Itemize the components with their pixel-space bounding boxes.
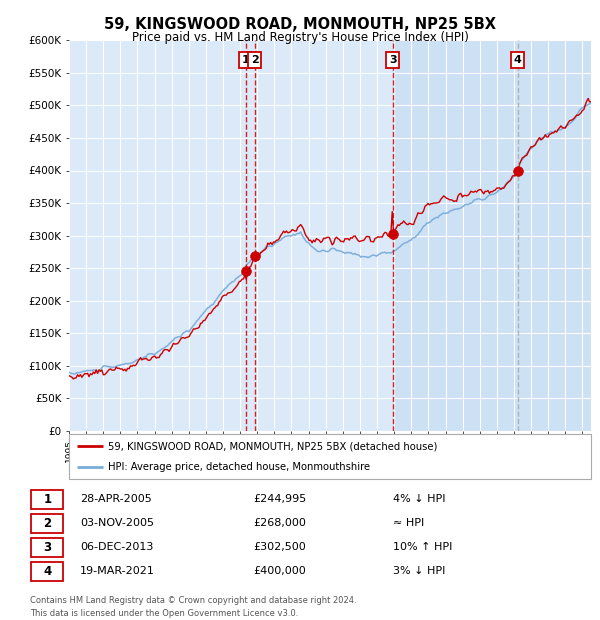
Text: 28-APR-2005: 28-APR-2005 (80, 494, 152, 505)
FancyBboxPatch shape (31, 514, 64, 533)
Text: 3% ↓ HPI: 3% ↓ HPI (392, 566, 445, 577)
FancyBboxPatch shape (31, 538, 64, 557)
Text: 4: 4 (43, 565, 52, 578)
Text: 3: 3 (389, 55, 397, 65)
Text: 2: 2 (43, 517, 52, 530)
Text: 1: 1 (242, 55, 250, 65)
Text: 4% ↓ HPI: 4% ↓ HPI (392, 494, 445, 505)
Text: 10% ↑ HPI: 10% ↑ HPI (392, 542, 452, 552)
Text: £302,500: £302,500 (253, 542, 306, 552)
FancyBboxPatch shape (31, 562, 64, 581)
Text: 59, KINGSWOOD ROAD, MONMOUTH, NP25 5BX (detached house): 59, KINGSWOOD ROAD, MONMOUTH, NP25 5BX (… (108, 441, 437, 451)
Text: £400,000: £400,000 (253, 566, 306, 577)
Text: 06-DEC-2013: 06-DEC-2013 (80, 542, 154, 552)
Text: Price paid vs. HM Land Registry's House Price Index (HPI): Price paid vs. HM Land Registry's House … (131, 31, 469, 44)
Text: HPI: Average price, detached house, Monmouthshire: HPI: Average price, detached house, Monm… (108, 461, 370, 472)
Text: £268,000: £268,000 (253, 518, 306, 528)
Text: 2: 2 (251, 55, 259, 65)
Text: 4: 4 (514, 55, 521, 65)
Bar (393, 40, 591, 431)
Text: Contains HM Land Registry data © Crown copyright and database right 2024.: Contains HM Land Registry data © Crown c… (30, 596, 356, 606)
Text: 1: 1 (43, 493, 52, 506)
Text: 19-MAR-2021: 19-MAR-2021 (80, 566, 155, 577)
Text: 59, KINGSWOOD ROAD, MONMOUTH, NP25 5BX: 59, KINGSWOOD ROAD, MONMOUTH, NP25 5BX (104, 17, 496, 32)
FancyBboxPatch shape (31, 490, 64, 509)
Text: This data is licensed under the Open Government Licence v3.0.: This data is licensed under the Open Gov… (30, 609, 298, 618)
Text: 03-NOV-2005: 03-NOV-2005 (80, 518, 154, 528)
Text: ≈ HPI: ≈ HPI (392, 518, 424, 528)
Text: £244,995: £244,995 (253, 494, 307, 505)
Text: 3: 3 (43, 541, 52, 554)
